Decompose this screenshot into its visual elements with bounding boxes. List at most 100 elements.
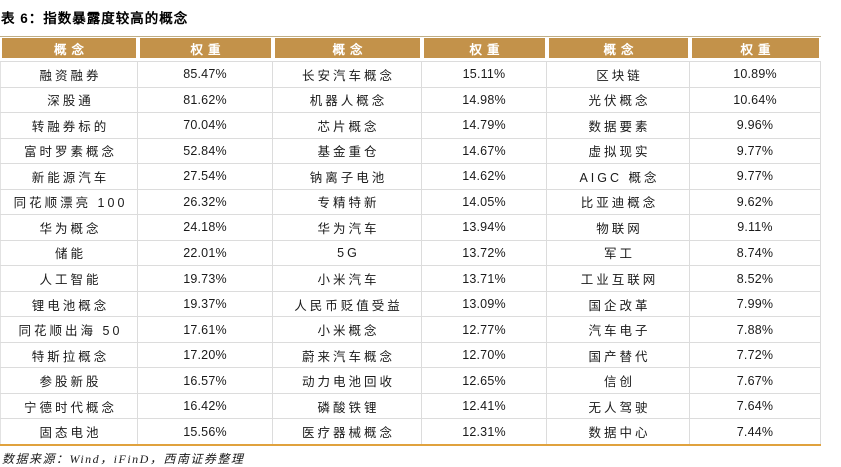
concept-cell: 虚拟现实 [547, 138, 690, 164]
concept-cell: 无人驾驶 [547, 393, 690, 419]
table-caption: 表 6：指数暴露度较高的概念 [1, 11, 189, 26]
weight-cell: 9.96% [690, 113, 821, 138]
weight-cell: 19.37% [138, 291, 273, 317]
table-row: 锂电池概念 19.37% 人民币贬值受益 13.09% 国企改革 7.99% [0, 291, 821, 318]
weight-cell: 8.52% [690, 266, 821, 291]
weight-cell: 7.67% [690, 368, 821, 393]
table-row: 特斯拉概念 17.20% 蔚来汽车概念 12.70% 国产替代 7.72% [0, 342, 821, 369]
header-label: 概念 [549, 38, 688, 58]
header-cell-weight-3: 权重 [690, 37, 821, 61]
weight-cell: 7.88% [690, 317, 821, 342]
concept-cell: AIGC 概念 [547, 164, 690, 189]
weight-cell: 12.70% [422, 342, 547, 368]
concept-cell: 光伏概念 [547, 87, 690, 113]
concept-cell: 融资融券 [0, 62, 138, 87]
header-cell-concept-2: 概念 [273, 37, 422, 61]
concept-cell: 宁德时代概念 [0, 393, 138, 419]
weight-cell: 17.20% [138, 342, 273, 368]
weight-cell: 12.31% [422, 419, 547, 444]
weight-cell: 7.64% [690, 393, 821, 419]
concept-cell: 军工 [547, 240, 690, 266]
weight-cell: 9.77% [690, 164, 821, 189]
weight-cell: 7.44% [690, 419, 821, 444]
table-row: 储能 22.01% 5G 13.72% 军工 8.74% [0, 240, 821, 267]
concept-cell: 5G [273, 240, 422, 266]
weight-cell: 10.89% [690, 62, 821, 87]
concept-cell: 汽车电子 [547, 317, 690, 342]
weight-cell: 85.47% [138, 62, 273, 87]
concept-cell: 固态电池 [0, 419, 138, 444]
weight-cell: 13.09% [422, 291, 547, 317]
weight-cell: 13.94% [422, 215, 547, 240]
table-row: 同花顺漂亮 100 26.32% 专精特新 14.05% 比亚迪概念 9.62% [0, 189, 821, 216]
concept-cell: 人工智能 [0, 266, 138, 291]
concept-cell: 国企改革 [547, 291, 690, 317]
header-label: 权重 [140, 38, 271, 58]
table-row: 参股新股 16.57% 动力电池回收 12.65% 信创 7.67% [0, 368, 821, 394]
concept-cell: 芯片概念 [273, 113, 422, 138]
concept-cell: 区块链 [547, 62, 690, 87]
concept-cell: 专精特新 [273, 189, 422, 215]
concept-cell: 小米概念 [273, 317, 422, 342]
weight-cell: 15.11% [422, 62, 547, 87]
weight-cell: 9.11% [690, 215, 821, 240]
weight-cell: 27.54% [138, 164, 273, 189]
concept-cell: 深股通 [0, 87, 138, 113]
data-source-note: 数据来源：Wind，iFinD，西南证券整理 [2, 452, 245, 466]
weight-cell: 12.77% [422, 317, 547, 342]
weight-cell: 16.57% [138, 368, 273, 393]
table-row: 同花顺出海 50 17.61% 小米概念 12.77% 汽车电子 7.88% [0, 317, 821, 343]
header-cell-concept-1: 概念 [0, 37, 138, 61]
header-label: 概念 [275, 38, 420, 58]
concept-cell: 信创 [547, 368, 690, 393]
concept-cell: 人民币贬值受益 [273, 291, 422, 317]
concept-cell: 储能 [0, 240, 138, 266]
concept-exposure-table: 概念 权重 概念 权重 概念 权重 融资融券 85.47% 长安汽车概念 15.11%… [0, 36, 821, 444]
concept-cell: 特斯拉概念 [0, 342, 138, 368]
table-row: 深股通 81.62% 机器人概念 14.98% 光伏概念 10.64% [0, 87, 821, 114]
table-row: 固态电池 15.56% 医疗器械概念 12.31% 数据中心 7.44% [0, 419, 821, 444]
table-row: 富时罗素概念 52.84% 基金重仓 14.67% 虚拟现实 9.77% [0, 138, 821, 165]
weight-cell: 9.62% [690, 189, 821, 215]
table-body: 融资融券 85.47% 长安汽车概念 15.11% 区块链 10.89% 深股通 81.62%… [0, 62, 821, 444]
concept-cell: 华为汽车 [273, 215, 422, 240]
weight-cell: 12.41% [422, 393, 547, 419]
table-header-row: 概念 权重 概念 权重 概念 权重 [0, 36, 821, 62]
concept-cell: 国产替代 [547, 342, 690, 368]
table-row: 宁德时代概念 16.42% 磷酸铁锂 12.41% 无人驾驶 7.64% [0, 393, 821, 420]
weight-cell: 19.73% [138, 266, 273, 291]
concept-cell: 长安汽车概念 [273, 62, 422, 87]
weight-cell: 22.01% [138, 240, 273, 266]
concept-cell: 磷酸铁锂 [273, 393, 422, 419]
header-label: 概念 [2, 38, 136, 58]
weight-cell: 14.79% [422, 113, 547, 138]
weight-cell: 52.84% [138, 138, 273, 164]
weight-cell: 13.71% [422, 266, 547, 291]
table-row: 转融券标的 70.04% 芯片概念 14.79% 数据要素 9.96% [0, 113, 821, 139]
weight-cell: 81.62% [138, 87, 273, 113]
concept-cell: 华为概念 [0, 215, 138, 240]
weight-cell: 9.77% [690, 138, 821, 164]
header-cell-concept-3: 概念 [547, 37, 690, 61]
weight-cell: 14.05% [422, 189, 547, 215]
header-label: 权重 [424, 38, 545, 58]
weight-cell: 10.64% [690, 87, 821, 113]
concept-cell: 参股新股 [0, 368, 138, 393]
concept-cell: 数据中心 [547, 419, 690, 444]
concept-cell: 富时罗素概念 [0, 138, 138, 164]
concept-cell: 转融券标的 [0, 113, 138, 138]
weight-cell: 13.72% [422, 240, 547, 266]
weight-cell: 17.61% [138, 317, 273, 342]
header-label: 权重 [692, 38, 819, 58]
concept-cell: 同花顺出海 50 [0, 317, 138, 342]
concept-cell: 医疗器械概念 [273, 419, 422, 444]
weight-cell: 7.99% [690, 291, 821, 317]
weight-cell: 15.56% [138, 419, 273, 444]
concept-cell: 机器人概念 [273, 87, 422, 113]
concept-cell: 动力电池回收 [273, 368, 422, 393]
concept-cell: 锂电池概念 [0, 291, 138, 317]
table-row: 华为概念 24.18% 华为汽车 13.94% 物联网 9.11% [0, 215, 821, 241]
table-row: 人工智能 19.73% 小米汽车 13.71% 工业互联网 8.52% [0, 266, 821, 292]
concept-cell: 同花顺漂亮 100 [0, 189, 138, 215]
weight-cell: 24.18% [138, 215, 273, 240]
